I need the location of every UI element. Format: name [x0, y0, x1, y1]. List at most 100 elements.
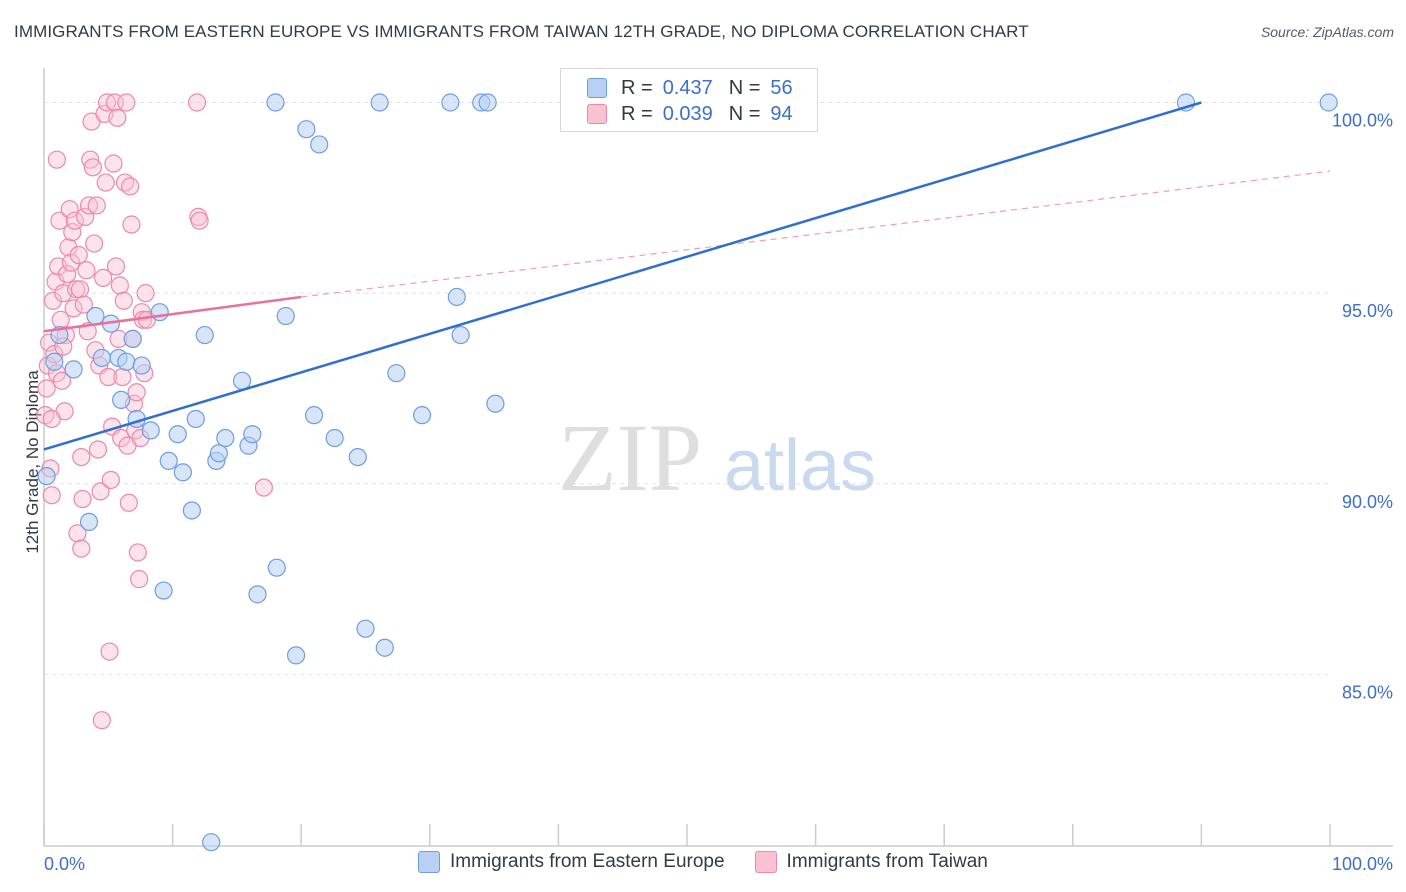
n-label: N = [728, 102, 761, 125]
pink-swatch-icon [587, 104, 607, 124]
data-point-eastern-europe [248, 585, 267, 604]
data-point-eastern-europe [297, 120, 316, 139]
data-point-taiwan [106, 257, 126, 276]
data-point-eastern-europe [209, 444, 228, 463]
data-point-eastern-europe [243, 425, 262, 444]
data-point-taiwan [58, 264, 77, 284]
data-point-taiwan [97, 93, 117, 112]
trend-line-eastern-europe [43, 101, 1202, 451]
data-point-taiwan [91, 482, 110, 501]
data-point-eastern-europe [375, 638, 394, 657]
y-tick-label: 85.0% [1342, 682, 1393, 702]
watermark-atlas: atlas [724, 426, 876, 506]
data-point-taiwan [65, 211, 84, 230]
data-point-eastern-europe [348, 447, 367, 467]
data-point-taiwan [92, 711, 111, 730]
data-point-eastern-europe [154, 581, 173, 600]
data-point-taiwan [50, 211, 69, 230]
data-point-eastern-europe [304, 406, 324, 425]
data-point-taiwan [42, 409, 61, 429]
data-point-eastern-europe [412, 406, 432, 425]
legend-row-taiwan: R = 0.039 N = 94 [587, 101, 793, 127]
x-tick-label-max: 100.0% [1332, 854, 1393, 874]
data-point-taiwan [72, 447, 91, 467]
r-label: R = [621, 76, 653, 99]
data-point-taiwan [114, 291, 133, 310]
data-point-taiwan [37, 379, 56, 398]
trend-line-taiwan [43, 295, 302, 333]
blue-swatch-icon [418, 851, 440, 873]
data-point-eastern-europe [447, 287, 466, 307]
data-point-taiwan [104, 154, 123, 173]
n-label: N = [728, 76, 761, 99]
y-tick-label: 90.0% [1342, 492, 1393, 512]
pink-swatch-icon [754, 851, 777, 873]
data-point-taiwan [127, 383, 146, 402]
r-label: R = [621, 102, 653, 125]
trend-line-taiwan-extended [301, 170, 1331, 298]
data-point-eastern-europe [37, 467, 56, 486]
legend-item-eastern-europe: Immigrants from Eastern Europe [418, 851, 725, 873]
data-point-taiwan [85, 234, 104, 253]
data-point-eastern-europe [356, 619, 375, 638]
data-point-taiwan [113, 367, 132, 387]
data-point-eastern-europe [325, 428, 344, 448]
data-point-eastern-europe [202, 833, 221, 852]
data-point-taiwan [69, 245, 88, 265]
data-point-taiwan [79, 196, 99, 215]
data-point-taiwan [96, 173, 115, 192]
data-point-eastern-europe [310, 135, 329, 154]
data-point-taiwan [130, 570, 149, 589]
legend-label-taiwan: Immigrants from Taiwan [786, 851, 988, 872]
data-point-taiwan [187, 93, 207, 112]
data-point-taiwan [60, 200, 79, 219]
data-point-taiwan [122, 215, 141, 234]
data-point-eastern-europe [159, 451, 178, 471]
data-point-eastern-europe [441, 93, 460, 112]
source-label: Source: ZipAtlas.com [1260, 24, 1394, 40]
data-point-eastern-europe [132, 356, 151, 375]
data-point-eastern-europe [45, 352, 64, 371]
data-point-taiwan [47, 150, 66, 169]
data-point-eastern-europe [86, 306, 105, 326]
data-point-eastern-europe [195, 325, 214, 345]
data-point-taiwan [190, 211, 209, 230]
data-point-taiwan [108, 108, 127, 127]
data-point-eastern-europe [276, 306, 295, 326]
data-point-taiwan [67, 280, 86, 299]
data-point-taiwan [52, 371, 72, 390]
y-axis-label: 12th Grade, No Diploma [23, 370, 42, 554]
data-point-taiwan [77, 261, 96, 280]
data-point-taiwan [87, 196, 106, 215]
data-point-eastern-europe [79, 512, 99, 532]
data-point-eastern-europe [141, 421, 160, 440]
data-point-taiwan [101, 470, 120, 490]
data-point-taiwan [83, 158, 102, 177]
legend-item-taiwan: Immigrants from Taiwan [754, 851, 988, 873]
data-point-eastern-europe [387, 364, 406, 383]
data-point-taiwan [121, 177, 140, 196]
data-point-taiwan [99, 367, 118, 387]
data-point-eastern-europe [150, 303, 169, 322]
y-tick-label: 100.0% [1332, 111, 1393, 131]
legend-row-eastern-europe: R = 0.437 N = 56 [587, 75, 793, 101]
x-tick-label-min: 0.0% [44, 854, 85, 874]
data-point-taiwan [59, 238, 78, 257]
data-point-taiwan [88, 440, 108, 459]
data-point-taiwan [74, 295, 93, 314]
data-point-taiwan [61, 253, 81, 272]
series-legend: Immigrants from Eastern Europe Immigrant… [418, 851, 1018, 873]
data-point-eastern-europe [92, 348, 111, 368]
data-point-taiwan [64, 299, 83, 318]
data-point-eastern-europe [64, 360, 83, 379]
watermark-zip: ZIP [558, 404, 702, 511]
data-point-taiwan [128, 543, 147, 562]
r-value-taiwan: 0.039 [662, 102, 713, 125]
data-point-taiwan [43, 291, 63, 310]
data-point-taiwan [94, 268, 113, 287]
data-point-eastern-europe [168, 425, 187, 444]
data-point-taiwan [68, 524, 87, 543]
data-point-taiwan [70, 280, 90, 299]
data-point-eastern-europe [232, 371, 252, 390]
